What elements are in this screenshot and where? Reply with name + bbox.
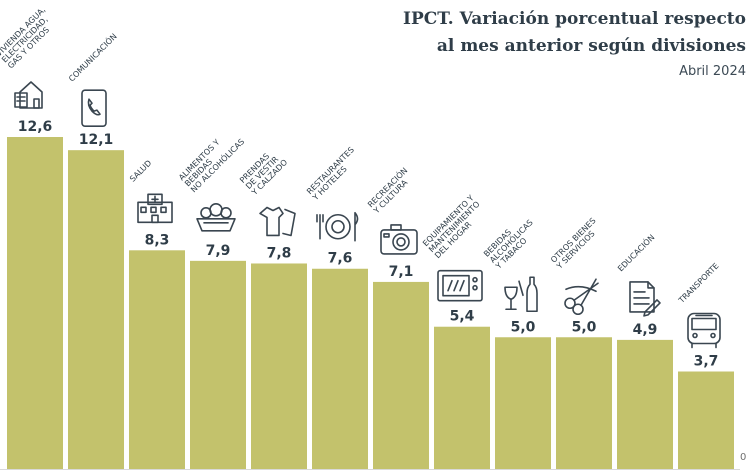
bar	[251, 263, 307, 469]
phone-icon	[81, 89, 107, 127]
category-label-line: COMUNICACIÓN	[66, 30, 119, 83]
chart-subtitle: Abril 2024	[679, 64, 746, 79]
chart-title-block: IPCT. Variación porcentual respecto al m…	[403, 6, 746, 84]
microwave-icon	[437, 269, 483, 302]
data-label: 7,9	[206, 243, 231, 259]
data-label: 5,0	[572, 319, 597, 335]
category-label: EQUIPAMIENTO YMANTENIMIENTODEL HOGAR	[421, 193, 488, 260]
category-label-line: EDUCACIÓN	[615, 231, 657, 273]
bar	[495, 337, 551, 469]
house-icon	[14, 81, 43, 109]
category-label-line: TRANSPORTE	[676, 261, 720, 305]
data-label: 7,6	[328, 251, 353, 267]
clothes-icon	[259, 206, 296, 237]
category-label: TRANSPORTE	[676, 261, 720, 305]
bar	[617, 339, 673, 469]
bar	[7, 137, 63, 469]
food-basket-icon	[196, 203, 236, 232]
restaurant-icon	[316, 211, 359, 242]
camera-icon	[380, 224, 418, 255]
category-label: VIVIENDA AGUA,ELECTRICIDAD,GAS Y OTROS	[0, 5, 59, 70]
bar	[190, 260, 246, 469]
bar	[434, 326, 490, 469]
bus-icon	[687, 312, 721, 349]
chart-title-line-2: al mes anterior según divisiones	[436, 36, 746, 56]
category-label-line: SALUD	[128, 158, 153, 183]
hospital-icon	[137, 193, 173, 224]
data-label: 3,7	[694, 354, 719, 370]
category-label: PRENDASDE VESTIRY CALZADO	[237, 146, 289, 198]
chart-title-line-1: IPCT. Variación porcentual respecto	[403, 9, 746, 29]
bar	[68, 150, 124, 469]
category-label: RECREACIÓNY CULTURA	[364, 165, 416, 217]
category-label: BEBIDASALCOHÓLICASY TABACO	[481, 212, 540, 271]
data-label: 4,9	[633, 322, 658, 338]
category-label: COMUNICACIÓN	[66, 30, 119, 83]
data-label: 5,0	[511, 319, 536, 335]
bar	[373, 281, 429, 469]
category-label: SALUD	[128, 158, 153, 183]
scissors-icon	[564, 278, 599, 316]
bar	[556, 337, 612, 469]
data-label: 7,1	[389, 264, 414, 280]
data-label: 7,8	[267, 245, 292, 261]
y-axis-zero-label: 0	[740, 452, 747, 463]
drinks-icon	[504, 276, 538, 313]
category-label: OTROS BIENESY SERVICIOS	[548, 216, 603, 271]
category-label: RESTAURANTESY HOTELES	[304, 145, 362, 203]
data-label: 8,3	[145, 232, 170, 248]
bar	[312, 268, 368, 469]
data-label: 12,6	[18, 119, 53, 135]
category-label: ALIMENTOS YBEBIDASNO ALCOHÓLICAS	[177, 125, 246, 194]
bar	[129, 250, 185, 469]
bar	[678, 371, 734, 469]
data-label: 5,4	[450, 309, 475, 325]
data-label: 12,1	[79, 132, 114, 148]
category-label: EDUCACIÓN	[615, 231, 657, 273]
document-icon	[629, 281, 661, 317]
